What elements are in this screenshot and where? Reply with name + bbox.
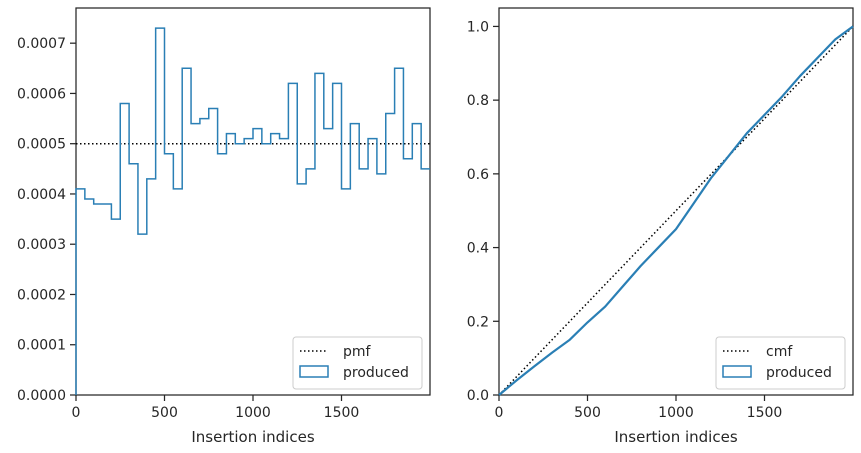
y-tick-label: 0.8 bbox=[467, 93, 489, 109]
legend: cmf produced bbox=[715, 336, 846, 390]
y-tick-label: 0.4 bbox=[467, 241, 489, 257]
pmf-histogram-panel: 0 500 1000 1500 0.0000 0.0001 0.0002 0.0003 0.00… bbox=[17, 7, 431, 446]
y-tick-label: 0.0001 bbox=[17, 338, 66, 354]
x-tick-label: 500 bbox=[151, 405, 178, 421]
x-tick-label: 1000 bbox=[235, 405, 271, 421]
legend-pmf-label: pmf bbox=[343, 344, 372, 360]
x-tick-label: 1000 bbox=[658, 405, 694, 421]
legend: pmf produced bbox=[292, 336, 423, 390]
axis-ticks: 0 500 1000 1500 0.0000 0.0001 0.0002 0.0003 0.00… bbox=[17, 36, 359, 421]
y-tick-label: 0.0000 bbox=[17, 388, 66, 404]
legend-produced-label: produced bbox=[343, 365, 409, 381]
x-tick-label: 0 bbox=[495, 405, 504, 421]
y-tick-label: 0.0005 bbox=[17, 137, 66, 153]
y-tick-label: 0.0 bbox=[467, 388, 489, 404]
x-tick-label: 0 bbox=[72, 405, 81, 421]
y-tick-label: 1.0 bbox=[467, 19, 489, 35]
y-tick-label: 0.0004 bbox=[17, 187, 66, 203]
x-tick-label: 1500 bbox=[324, 405, 360, 421]
legend-cmf-label: cmf bbox=[766, 344, 793, 360]
cmf-panel: 0 500 1000 1500 0.0 0.2 0.4 0.6 0.8 1.0 Insertion… bbox=[467, 7, 854, 446]
x-axis-label: Insertion indices bbox=[191, 428, 314, 446]
legend-produced-label: produced bbox=[766, 365, 832, 381]
y-tick-label: 0.0002 bbox=[17, 287, 66, 303]
cmf-reference-line bbox=[498, 25, 854, 396]
x-tick-label: 1500 bbox=[747, 405, 783, 421]
x-axis-label: Insertion indices bbox=[614, 428, 737, 446]
legend-box bbox=[715, 336, 846, 390]
chart-marks bbox=[498, 25, 854, 396]
legend-box bbox=[292, 336, 423, 390]
produced-cmf-line bbox=[498, 25, 854, 396]
legend-produced-swatch bbox=[722, 365, 752, 378]
y-tick-label: 0.2 bbox=[467, 314, 489, 330]
y-tick-label: 0.6 bbox=[467, 167, 489, 183]
y-tick-label: 0.0006 bbox=[17, 86, 66, 102]
legend-produced-swatch bbox=[299, 365, 329, 378]
axis-ticks: 0 500 1000 1500 0.0 0.2 0.4 0.6 0.8 1.0 bbox=[467, 19, 783, 421]
produced-step-line bbox=[75, 27, 430, 395]
chart-marks bbox=[75, 27, 430, 395]
x-tick-label: 500 bbox=[574, 405, 601, 421]
y-tick-label: 0.0003 bbox=[17, 237, 66, 253]
y-tick-label: 0.0007 bbox=[17, 36, 66, 52]
